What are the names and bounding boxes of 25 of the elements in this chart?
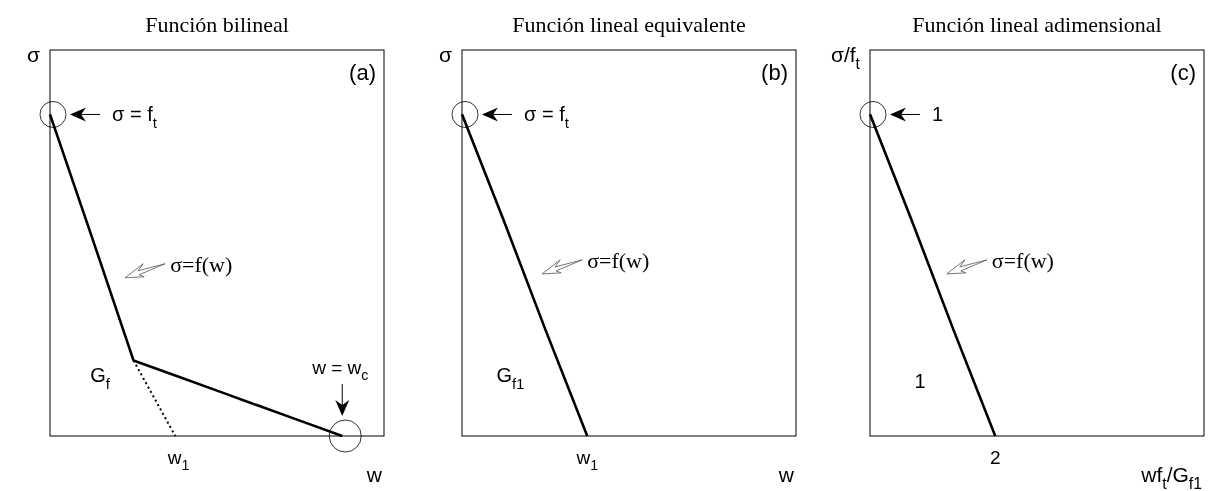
annotation: σ=f(w) [170,251,233,277]
text: (c) [1170,60,1196,85]
y-axis-title: σ [27,43,41,66]
text: 2 [989,447,1001,468]
chart-title: Función lineal adimensional [912,12,1162,37]
x-axis-title: w [365,463,383,486]
chart-title: Función lineal equivalente [512,12,746,37]
y-axis-title: σ/f$_{t}$ [830,43,861,73]
annotation: w = w$_{c}$ [311,357,369,384]
annotation: σ=f(w) [991,247,1054,273]
text: w$_{1}$ [166,447,190,474]
x-axis-title: w [777,463,795,486]
text: w$_{1}$ [575,447,599,474]
chart-title: Función bilineal [145,12,289,37]
annotation: σ=f(w) [587,247,650,273]
text: (b) [761,60,788,85]
annotation: G$_{f1}$ [496,363,525,392]
annotation: 1 [914,369,926,392]
annotation: 1 [932,103,944,126]
annotation: σ = f$_{t}$ [112,103,158,132]
annotation: σ = f$_{t}$ [524,103,570,132]
text: (a) [349,60,376,85]
x-axis-title: wf$_{t}$/G$_{f1}$ [1140,463,1202,491]
annotation: G$_{f}$ [90,363,111,392]
y-axis-title: σ [439,43,453,66]
